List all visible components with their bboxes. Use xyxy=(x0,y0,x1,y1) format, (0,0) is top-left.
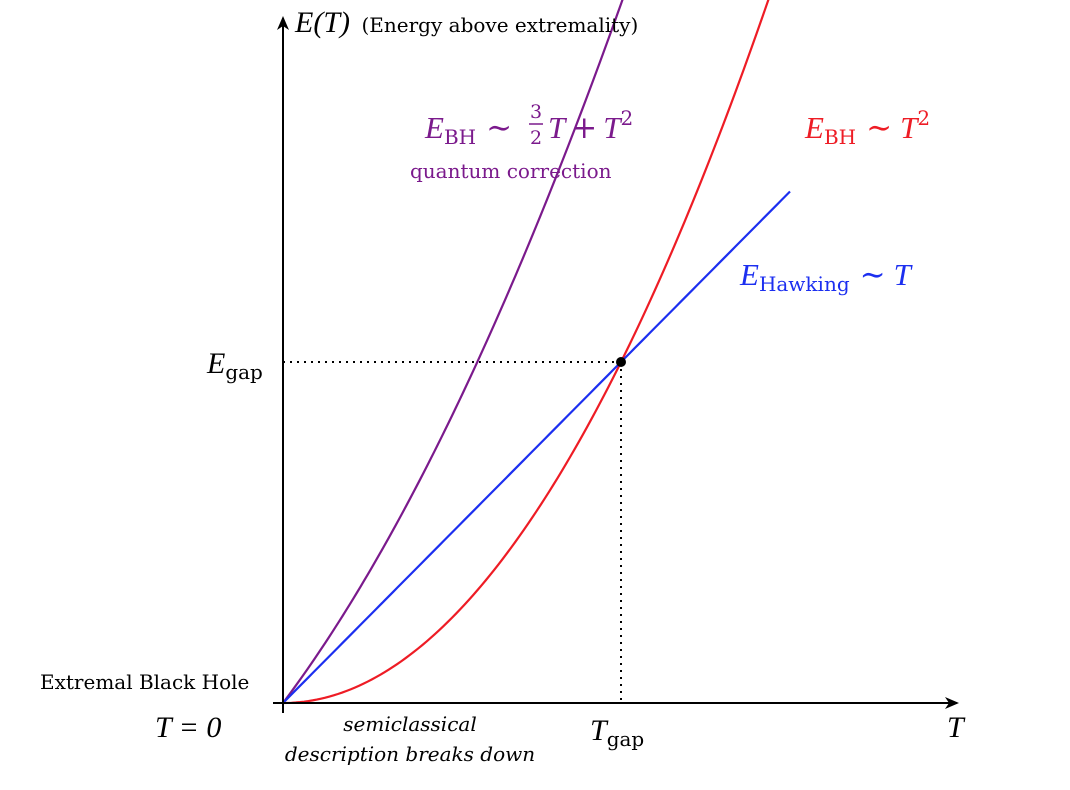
t-zero-label: T = 0 xyxy=(155,711,221,744)
quantum-correction-curve xyxy=(282,0,624,704)
quantum-curve-label: EBH ∼ xyxy=(424,110,512,149)
gap-intersection-point xyxy=(616,357,626,367)
quantum-correction-note: quantum correction xyxy=(410,159,612,183)
quantum-fraction-denominator: 2 xyxy=(530,127,542,149)
x-axis-label: T xyxy=(947,711,966,744)
t-squared-curve-label: EBH ∼ T2 xyxy=(804,106,930,149)
breakdown-note-line2: description breaks down xyxy=(285,742,535,766)
breakdown-note-line1: semiclassical xyxy=(343,712,476,736)
e-gap-label: Egap xyxy=(206,347,263,384)
quantum-fraction-numerator: 3 xyxy=(530,101,542,123)
hawking-linear-curve xyxy=(282,190,791,704)
y-axis-label: E(T) (Energy above extremality) xyxy=(294,6,638,39)
bh-t-squared-curve xyxy=(282,0,770,705)
extremal-black-hole-label: Extremal Black Hole xyxy=(40,670,249,694)
hawking-curve-label: EHawking ∼ T xyxy=(739,257,914,296)
quantum-curve-label-rest: T + T2 xyxy=(548,106,633,146)
t-gap-label: Tgap xyxy=(590,714,644,751)
